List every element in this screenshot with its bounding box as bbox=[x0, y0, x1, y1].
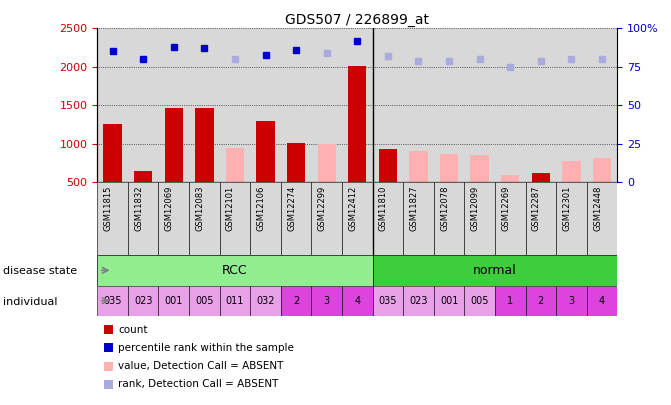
Bar bbox=[495, 286, 525, 316]
Bar bbox=[225, 148, 244, 182]
Text: GSM12269: GSM12269 bbox=[501, 186, 510, 231]
Bar bbox=[372, 182, 403, 255]
Bar bbox=[195, 109, 213, 182]
Text: 3: 3 bbox=[323, 296, 329, 306]
Text: 035: 035 bbox=[378, 296, 397, 306]
Text: rank, Detection Call = ABSENT: rank, Detection Call = ABSENT bbox=[118, 379, 278, 389]
Text: 011: 011 bbox=[225, 296, 244, 306]
Bar bbox=[158, 182, 189, 255]
Text: GSM11832: GSM11832 bbox=[134, 186, 143, 231]
Text: 023: 023 bbox=[409, 296, 427, 306]
Title: GDS507 / 226899_at: GDS507 / 226899_at bbox=[285, 13, 429, 27]
Text: RCC: RCC bbox=[222, 264, 248, 277]
Text: 023: 023 bbox=[134, 296, 152, 306]
Text: 005: 005 bbox=[195, 296, 213, 306]
Bar bbox=[281, 286, 311, 316]
Text: GSM12274: GSM12274 bbox=[287, 186, 296, 231]
Bar bbox=[372, 255, 617, 286]
Bar bbox=[164, 109, 183, 182]
Text: 001: 001 bbox=[440, 296, 458, 306]
Bar bbox=[501, 175, 519, 182]
Text: 001: 001 bbox=[164, 296, 183, 306]
Text: GSM12078: GSM12078 bbox=[440, 186, 449, 231]
Bar bbox=[97, 255, 372, 286]
Text: individual: individual bbox=[3, 297, 58, 307]
Text: GSM12299: GSM12299 bbox=[317, 186, 327, 231]
Text: GSM12083: GSM12083 bbox=[195, 186, 205, 231]
Bar bbox=[531, 173, 550, 182]
Bar bbox=[342, 182, 372, 255]
Bar bbox=[97, 286, 128, 316]
Bar bbox=[495, 182, 525, 255]
Bar bbox=[440, 154, 458, 182]
Bar bbox=[556, 286, 586, 316]
Bar bbox=[372, 286, 403, 316]
Text: GSM12069: GSM12069 bbox=[165, 186, 174, 231]
Bar bbox=[378, 149, 397, 182]
Bar bbox=[342, 286, 372, 316]
Bar bbox=[593, 158, 611, 182]
Text: 035: 035 bbox=[103, 296, 122, 306]
Text: GSM12301: GSM12301 bbox=[562, 186, 572, 231]
Text: GSM12099: GSM12099 bbox=[470, 186, 480, 231]
Bar bbox=[250, 286, 281, 316]
Text: 3: 3 bbox=[568, 296, 574, 306]
Text: 1: 1 bbox=[507, 296, 513, 306]
Bar bbox=[189, 286, 219, 316]
Text: 4: 4 bbox=[354, 296, 360, 306]
Bar bbox=[134, 171, 152, 182]
Bar bbox=[103, 124, 121, 182]
Bar bbox=[556, 182, 586, 255]
Bar bbox=[158, 286, 189, 316]
Bar bbox=[586, 286, 617, 316]
Text: 4: 4 bbox=[599, 296, 605, 306]
Bar bbox=[219, 182, 250, 255]
Bar bbox=[128, 182, 158, 255]
Text: percentile rank within the sample: percentile rank within the sample bbox=[118, 343, 294, 353]
Text: 005: 005 bbox=[470, 296, 489, 306]
Bar bbox=[219, 286, 250, 316]
Bar bbox=[525, 286, 556, 316]
Bar bbox=[464, 286, 495, 316]
Text: GSM12101: GSM12101 bbox=[226, 186, 235, 231]
Bar bbox=[525, 182, 556, 255]
Text: GSM12412: GSM12412 bbox=[348, 186, 357, 231]
Text: GSM11827: GSM11827 bbox=[409, 186, 419, 231]
Bar bbox=[256, 121, 274, 182]
Bar bbox=[464, 182, 495, 255]
Bar bbox=[433, 182, 464, 255]
Text: disease state: disease state bbox=[3, 266, 77, 276]
Text: normal: normal bbox=[473, 264, 517, 277]
Text: 032: 032 bbox=[256, 296, 275, 306]
Text: value, Detection Call = ABSENT: value, Detection Call = ABSENT bbox=[118, 361, 283, 371]
Bar bbox=[287, 143, 305, 182]
Bar bbox=[403, 182, 433, 255]
Text: GSM12106: GSM12106 bbox=[256, 186, 266, 231]
Text: 2: 2 bbox=[293, 296, 299, 306]
Bar bbox=[409, 151, 427, 182]
Bar bbox=[281, 182, 311, 255]
Bar bbox=[250, 182, 281, 255]
Bar bbox=[562, 161, 580, 182]
Text: GSM12448: GSM12448 bbox=[593, 186, 602, 231]
Bar bbox=[433, 286, 464, 316]
Bar bbox=[311, 182, 342, 255]
Bar bbox=[128, 286, 158, 316]
Bar bbox=[311, 286, 342, 316]
Bar bbox=[348, 66, 366, 182]
Bar bbox=[586, 182, 617, 255]
Bar bbox=[470, 155, 489, 182]
Bar bbox=[97, 182, 128, 255]
Text: GSM12287: GSM12287 bbox=[532, 186, 541, 231]
Bar bbox=[403, 286, 433, 316]
Bar bbox=[317, 144, 336, 182]
Bar bbox=[189, 182, 219, 255]
Text: count: count bbox=[118, 325, 148, 335]
Text: GSM11815: GSM11815 bbox=[103, 186, 113, 231]
Text: GSM11810: GSM11810 bbox=[379, 186, 388, 231]
Text: 2: 2 bbox=[537, 296, 544, 306]
